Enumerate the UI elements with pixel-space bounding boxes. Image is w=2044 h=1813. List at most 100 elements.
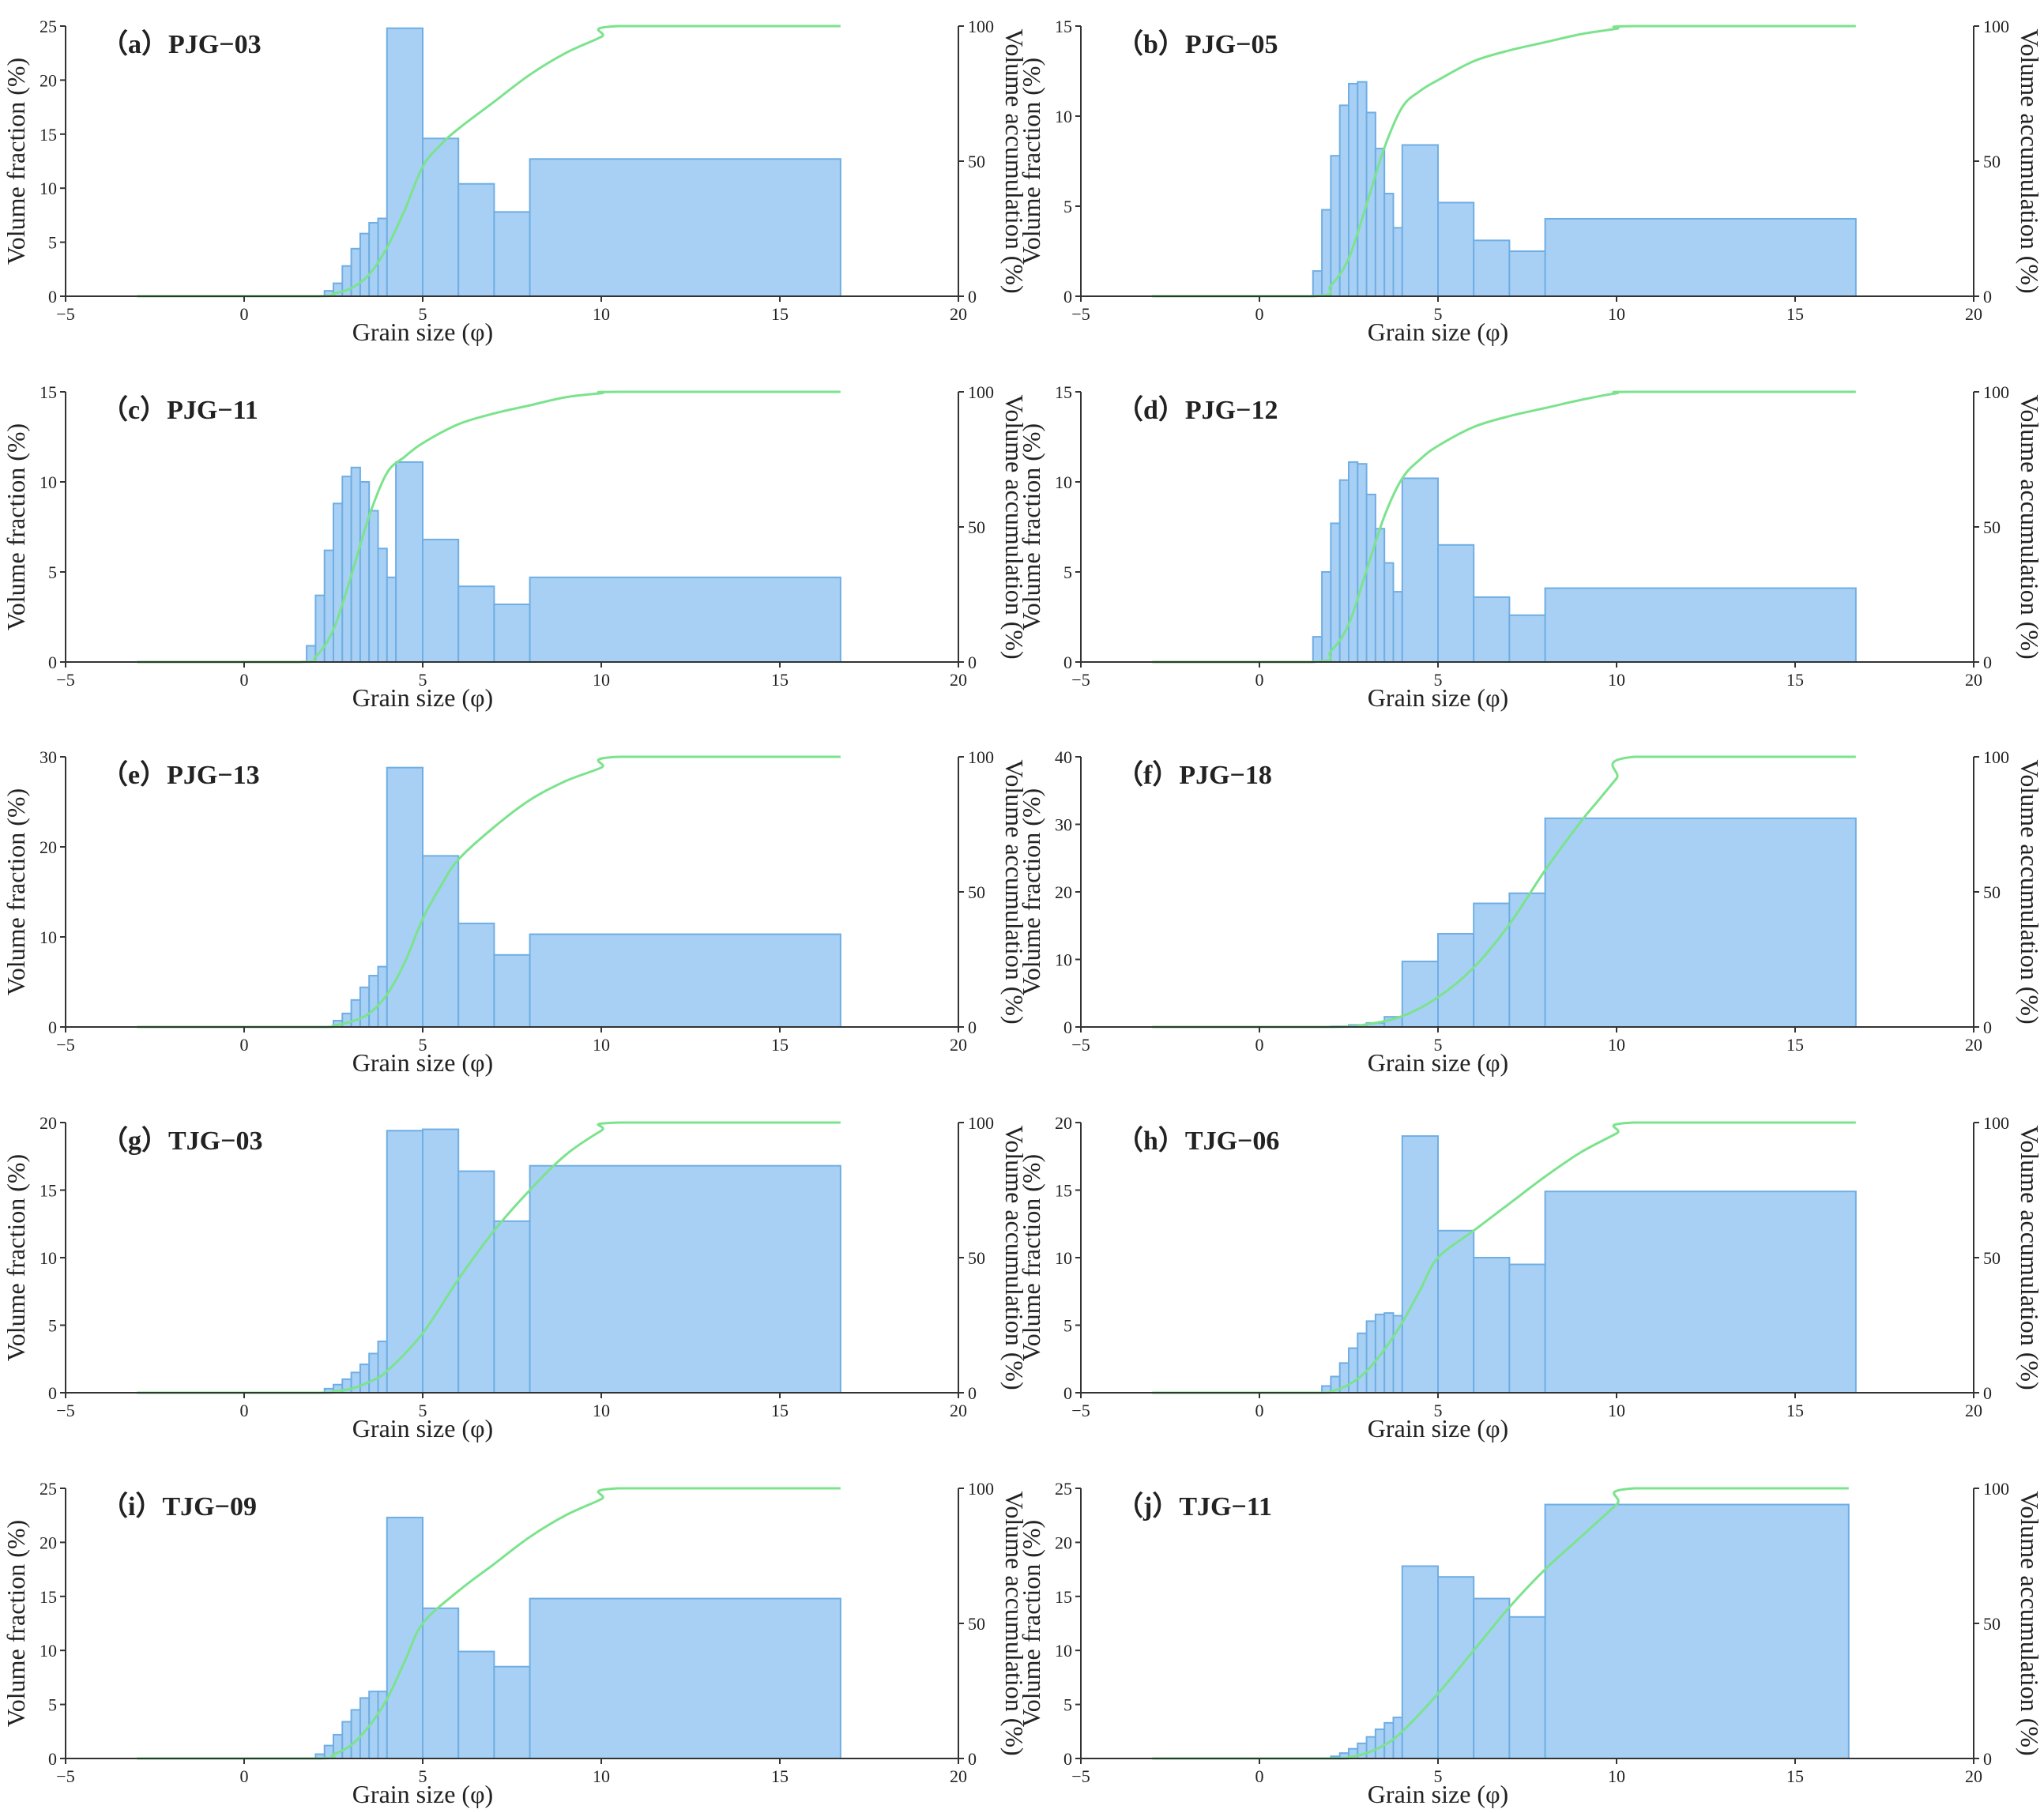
x-tick-label: 0 (240, 1401, 249, 1420)
y-tick-label: 15 (1055, 382, 1072, 402)
y-tick-label: 20 (40, 837, 57, 857)
histogram-bar (422, 1607, 460, 1760)
histogram-bar (368, 1352, 379, 1394)
x-tick-label: 5 (1434, 1401, 1443, 1420)
histogram-bar (359, 986, 371, 1028)
y-tick-label: 10 (1055, 1641, 1072, 1661)
histogram-bar (422, 855, 460, 1029)
x-axis-title: Grain size (φ) (352, 318, 493, 346)
y-tick-label: 15 (40, 382, 57, 402)
y-tick-label: 0 (1063, 653, 1072, 672)
panel-title: （a）PJG−03 (101, 28, 262, 59)
x-tick-label: 20 (1965, 1401, 1982, 1420)
histogram-bar (350, 1371, 361, 1394)
panel-title: （c）PJG−11 (101, 394, 258, 425)
x-axis-title: Grain size (φ) (1368, 1048, 1508, 1077)
x-tick-label: 10 (1608, 1035, 1625, 1055)
y2-tick-label: 50 (968, 1614, 985, 1634)
histogram-bar (493, 1220, 531, 1394)
panel-title: （j）TJG−11 (1116, 1491, 1272, 1521)
y-tick-label: 20 (1055, 1533, 1072, 1552)
x-tick-label: 15 (771, 1766, 789, 1786)
x-tick-label: 0 (1255, 670, 1264, 690)
histogram-bar (1508, 892, 1546, 1028)
x-tick-label: 5 (1434, 670, 1443, 690)
histogram-bar (1437, 544, 1475, 663)
histogram-bar (386, 576, 397, 664)
x-tick-label: 5 (1434, 1035, 1443, 1055)
y2-tick-label: 100 (1983, 747, 2009, 767)
panel-title: （f）PJG−18 (1116, 759, 1272, 790)
x-tick-label: 20 (950, 670, 967, 690)
x-axis-title: Grain size (φ) (1368, 318, 1508, 346)
y-tick-label: 0 (1063, 287, 1072, 307)
histogram-bar (341, 476, 352, 663)
x-tick-label: 15 (771, 304, 789, 324)
y2-tick-label: 100 (1983, 17, 2009, 36)
x-tick-label: 5 (419, 304, 427, 324)
histogram-bar (1544, 817, 1857, 1029)
histogram-bar (350, 999, 361, 1029)
histogram-bar (1544, 1190, 1857, 1394)
x-axis-title: Grain size (φ) (352, 1048, 493, 1077)
y-axis-title: Volume fraction (%) (2, 1520, 30, 1727)
y2-tick-label: 50 (968, 882, 985, 902)
x-tick-label: 10 (593, 1401, 610, 1420)
x-tick-label: 5 (1434, 1766, 1443, 1786)
panel-title: （e）PJG−13 (101, 759, 260, 790)
x-tick-label: 15 (1786, 304, 1804, 324)
histogram-bar (1508, 1263, 1546, 1394)
y2-axis-title: Volume accumulation (%) (1000, 1125, 1029, 1390)
x-tick-label: −5 (56, 1401, 74, 1420)
x-tick-label: −5 (1071, 670, 1090, 690)
histogram-bar (529, 158, 841, 297)
histogram-bar (1383, 193, 1395, 297)
y2-tick-label: 0 (1983, 1383, 1992, 1403)
histogram-bar (1508, 250, 1546, 297)
histogram-bar (1401, 1565, 1440, 1759)
histogram-bar (457, 1650, 495, 1760)
y-tick-label: 20 (1055, 1113, 1072, 1133)
histogram-bar (350, 247, 361, 298)
histogram-bar (422, 538, 460, 664)
x-tick-label: 0 (240, 1035, 249, 1055)
y2-axis-title: Volume accumulation (%) (2016, 28, 2044, 293)
x-tick-label: 10 (1608, 670, 1625, 690)
x-tick-label: 0 (240, 1766, 249, 1786)
x-tick-label: −5 (56, 304, 74, 324)
y-tick-label: 15 (40, 125, 57, 145)
cumulative-curve (137, 24, 841, 298)
y-tick-label: 5 (48, 233, 57, 253)
x-tick-label: −5 (56, 1766, 74, 1786)
histogram-bar (368, 510, 379, 663)
histogram-bar (341, 1012, 352, 1029)
y-tick-label: 5 (1063, 197, 1072, 216)
x-tick-label: 15 (771, 670, 789, 690)
y2-tick-label: 100 (1983, 382, 2009, 402)
histogram-bar (1357, 81, 1368, 298)
y2-tick-label: 0 (1983, 1017, 1992, 1037)
y-tick-label: 25 (40, 17, 57, 36)
y2-axis-title: Volume accumulation (%) (2016, 759, 2044, 1024)
histogram-bar (350, 1709, 361, 1759)
histogram-bar (1348, 1347, 1359, 1394)
histogram-bar (1401, 477, 1440, 663)
x-tick-label: 15 (1786, 1401, 1804, 1420)
y-tick-label: 10 (1055, 107, 1072, 126)
x-tick-label: 20 (950, 1401, 967, 1420)
y2-tick-label: 100 (968, 17, 994, 36)
histogram-bar (377, 1341, 388, 1394)
cumulative-curve (137, 1121, 841, 1394)
histogram-bar (1401, 961, 1440, 1028)
x-tick-label: 10 (1608, 1401, 1625, 1420)
histogram-bar (1365, 111, 1376, 297)
y2-tick-label: 50 (1983, 517, 2001, 537)
y2-tick-label: 100 (968, 747, 994, 767)
x-tick-label: 5 (419, 1401, 427, 1420)
x-tick-label: 0 (240, 670, 249, 690)
x-tick-label: 5 (1434, 304, 1443, 324)
x-tick-label: 0 (1255, 304, 1264, 324)
